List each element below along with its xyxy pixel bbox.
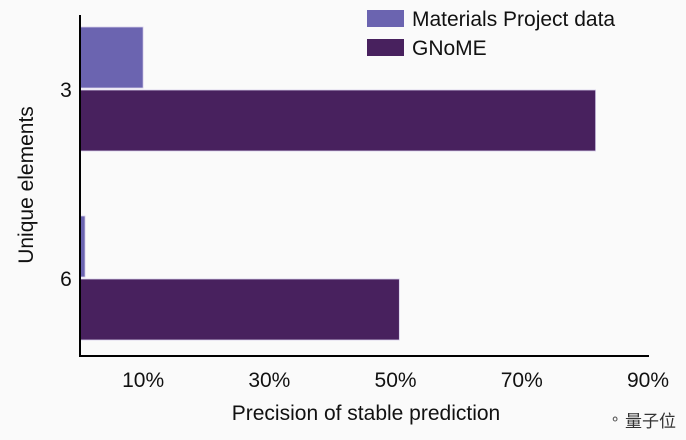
legend-label: GNoME: [412, 37, 487, 60]
legend-swatch: [367, 39, 404, 56]
y-axis-label: Unique elements: [15, 106, 38, 264]
x-tick-label: 50%: [375, 369, 417, 392]
x-tick-label: 70%: [501, 369, 543, 392]
x-tick-label: 10%: [122, 369, 164, 392]
x-tick-label: 90%: [627, 369, 669, 392]
legend-swatch: [367, 10, 404, 27]
watermark: ⚬ 量子位: [609, 407, 676, 432]
bar-gnome-3: [79, 89, 597, 152]
y-tick-label: 3: [60, 79, 72, 102]
y-tick-label: 6: [60, 268, 72, 291]
x-tick-label: 30%: [248, 369, 290, 392]
wechat-icon: ⚬: [609, 411, 621, 427]
watermark-text: 量子位: [625, 412, 676, 431]
x-axis-label: Precision of stable prediction: [232, 402, 500, 425]
bar-materials-project-3: [79, 26, 144, 89]
bar-gnome-6: [79, 278, 400, 341]
legend-label: Materials Project data: [412, 8, 615, 31]
